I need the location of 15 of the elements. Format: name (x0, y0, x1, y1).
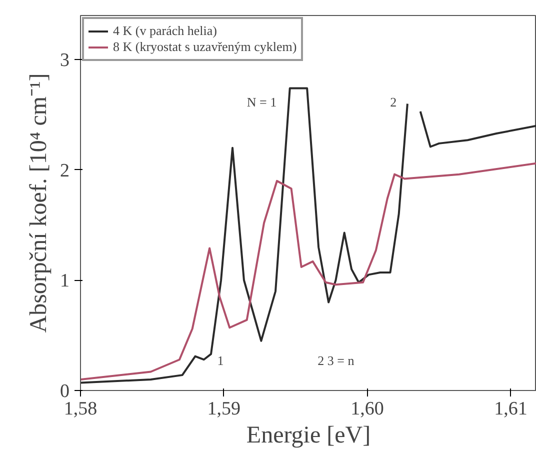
annotation: 2 (390, 94, 397, 110)
y-tick-label: 1 (60, 270, 70, 292)
y-axis-title: Absorpční koef. [10⁴ cm⁻¹] (26, 73, 52, 333)
x-tick-label: 1,60 (350, 398, 384, 420)
x-axis-title: Energie [eV] (246, 422, 371, 448)
x-tick-label: 1,59 (207, 398, 241, 420)
y-tick-label: 2 (60, 160, 70, 182)
x-tick-label: 1,61 (494, 398, 528, 420)
line-series (80, 162, 536, 380)
annotation: 1 (217, 353, 224, 368)
legend-label: 4 K (v parách helia) (113, 23, 217, 39)
legend-label: 8 K (kryostat s uzavřeným cyklem) (113, 39, 297, 55)
y-tick-label: 3 (60, 50, 70, 72)
annotation: 2 3 = n (318, 353, 355, 368)
annotation: N = 1 (246, 94, 277, 110)
